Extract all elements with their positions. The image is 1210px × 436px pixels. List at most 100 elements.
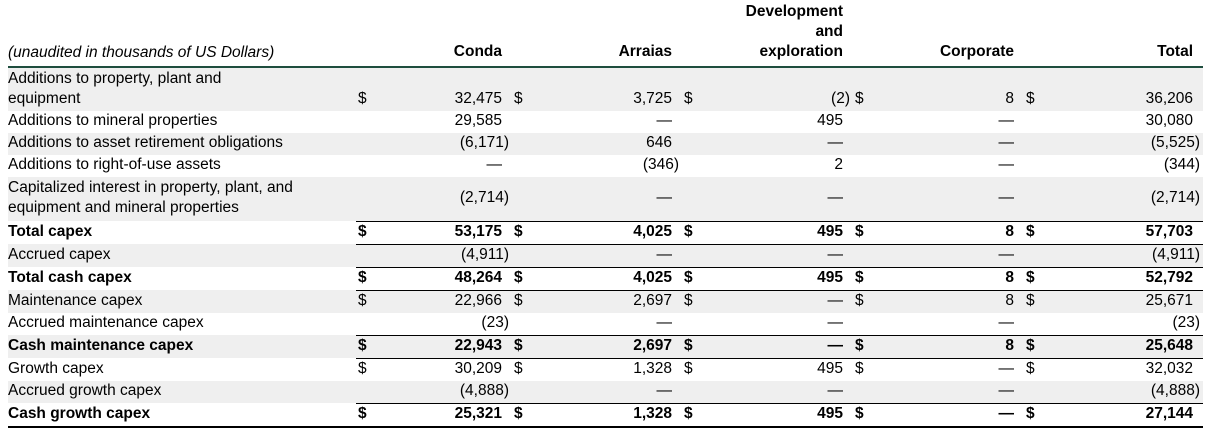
currency-symbol [1024, 177, 1055, 222]
currency-symbol: $ [682, 403, 712, 428]
column-header-arraias: Arraias [512, 2, 682, 68]
row-label: Capitalized interest in property, plant,… [8, 177, 356, 221]
cell-value: — [712, 335, 853, 359]
currency-symbol: $ [682, 290, 712, 313]
row-label: Additions to property, plant and equipme… [8, 67, 356, 111]
cell-value: — [542, 380, 682, 404]
row-label: Additions to asset retirement obligation… [8, 133, 356, 155]
cell-value: (346) [642, 156, 679, 173]
currency-symbol [853, 312, 883, 336]
currency-symbol: $ [1024, 221, 1055, 245]
currency-symbol [1024, 111, 1054, 133]
currency-symbol: $ [512, 221, 542, 245]
currency-symbol: $ [1024, 335, 1055, 359]
cell-value: 8 [883, 67, 1025, 111]
cell-value: 22,943 [388, 335, 512, 359]
currency-symbol: $ [853, 267, 883, 291]
currency-symbol [853, 177, 883, 222]
row-label: Growth capex [8, 359, 104, 377]
cell-value: 1,328 [633, 359, 672, 377]
table-row: Additions to right-of-use assets — (346) 2 —… [8, 155, 1203, 177]
currency-symbol [356, 111, 388, 133]
currency-symbol [512, 380, 542, 404]
cell-value: 48,264 [388, 267, 512, 291]
cell-value: — [998, 359, 1015, 377]
table-row: Total capex $53,175 $4,025 $495 $8 $57,703 [8, 221, 1204, 245]
currency-symbol: $ [356, 267, 388, 291]
currency-symbol: $ [358, 359, 367, 377]
currency-symbol [356, 380, 388, 404]
currency-symbol: $ [682, 335, 712, 359]
currency-symbol [1024, 312, 1055, 336]
table-row: Growth capex $30,209 $1,328 $495 $ — $32,032 [8, 358, 1203, 381]
currency-symbol [682, 155, 712, 177]
currency-symbol [1024, 133, 1055, 155]
currency-symbol [512, 133, 542, 155]
cell-value: (344) [1163, 156, 1201, 173]
currency-symbol [682, 177, 712, 222]
currency-symbol: $ [356, 335, 388, 359]
cell-value: — [883, 380, 1025, 404]
cell-value: — [712, 177, 853, 222]
table-row: Additions to asset retirement obligation… [8, 133, 1204, 155]
currency-symbol [853, 111, 883, 133]
cell-value: 36,206 [1054, 67, 1204, 111]
cell-value: 29,585 [454, 112, 502, 129]
column-header-conda: Conda [356, 2, 512, 68]
cell-value: — [883, 312, 1025, 336]
table-row: Accrued maintenance capex (23) — — — (23) [8, 312, 1204, 336]
currency-symbol: $ [684, 359, 693, 377]
cell-value: 57,703 [1054, 221, 1204, 245]
cell-value: (2,714) [388, 177, 512, 222]
currency-symbol: $ [853, 403, 883, 428]
table-row: Additions to property, plant and equipme… [8, 67, 1204, 111]
row-label: Additions to right-of-use assets [8, 156, 221, 173]
currency-symbol [682, 312, 712, 336]
currency-symbol: $ [682, 267, 712, 291]
cell-value: (5,525) [1054, 133, 1204, 155]
currency-symbol: $ [356, 67, 388, 111]
currency-symbol [512, 111, 542, 133]
cell-value: (2,714) [1054, 177, 1204, 222]
cell-value: 495 [712, 221, 853, 245]
currency-symbol: $ [853, 67, 883, 111]
currency-symbol [512, 312, 542, 336]
cell-value: — [998, 156, 1015, 173]
cell-value: — [486, 156, 503, 173]
table-row: Additions to mineral properties 29,585 — 49… [8, 111, 1203, 133]
currency-symbol: $ [356, 221, 388, 245]
cell-value: 32,032 [1145, 359, 1194, 377]
cell-value: 25,321 [388, 403, 512, 428]
row-label: Accrued capex [8, 244, 356, 267]
cell-value: — [712, 290, 853, 313]
currency-symbol [853, 244, 883, 268]
cell-value: — [998, 112, 1015, 129]
cell-value: — [542, 244, 682, 268]
cell-value: — [542, 312, 682, 336]
cell-value: — [883, 133, 1025, 155]
currency-symbol: $ [512, 403, 542, 428]
cell-value: — [542, 177, 682, 222]
currency-symbol: $ [1024, 403, 1055, 428]
cell-value: — [712, 244, 853, 268]
currency-symbol [512, 177, 542, 222]
row-label: Total capex [8, 223, 93, 240]
currency-symbol: $ [512, 335, 542, 359]
currency-symbol [682, 133, 712, 155]
currency-symbol [512, 244, 542, 268]
table-caption: (unaudited in thousands of US Dollars) [8, 2, 356, 68]
currency-symbol: $ [356, 403, 388, 428]
table-row: Accrued growth capex (4,888) — — — (4,888) [8, 380, 1204, 404]
column-header-development-exploration: Development and exploration [682, 2, 853, 68]
cell-value: — [712, 380, 853, 404]
cell-value: — [656, 112, 673, 129]
column-header-corporate: Corporate [853, 2, 1025, 68]
table-row: Maintenance capex $22,966 $2,697 $ — $8 $25,67… [8, 290, 1204, 313]
currency-symbol: $ [682, 221, 712, 245]
cell-value: 25,648 [1054, 335, 1204, 359]
cell-value: 4,025 [542, 221, 682, 245]
row-label: Accrued growth capex [8, 380, 356, 403]
cell-value: 4,025 [542, 267, 682, 291]
currency-symbol: $ [855, 359, 864, 377]
currency-symbol [512, 155, 542, 177]
